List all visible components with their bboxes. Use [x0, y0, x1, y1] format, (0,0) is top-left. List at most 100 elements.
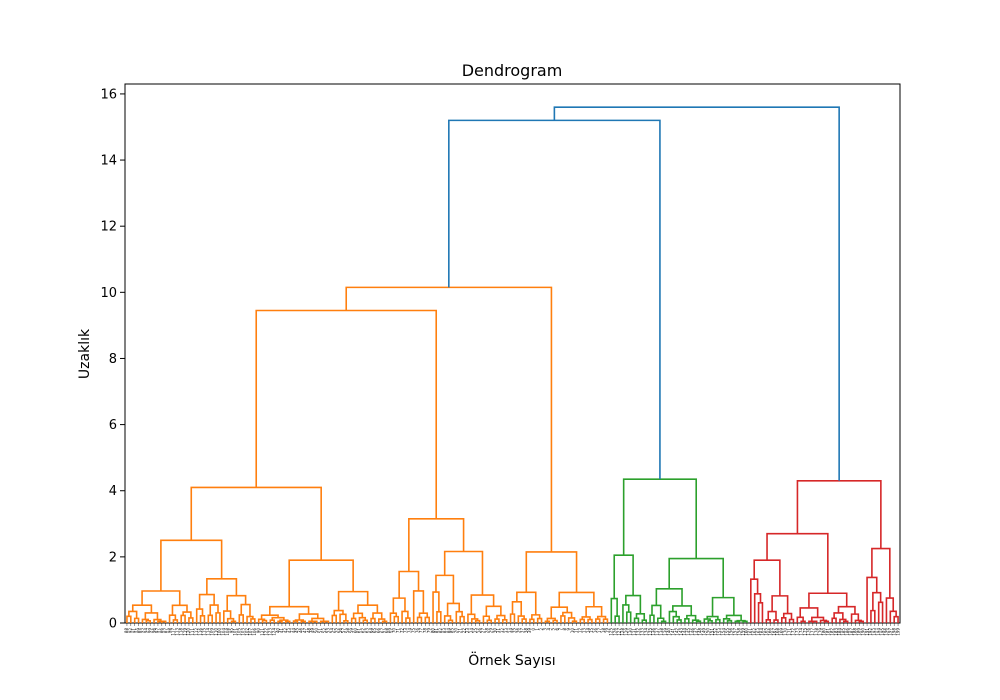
dendrogram-link	[398, 570, 420, 599]
dendrogram-link	[843, 620, 849, 623]
leaf-label: 18	[601, 628, 606, 634]
dendrogram-link	[536, 617, 543, 623]
leaf-label: 110	[213, 628, 218, 636]
leaf-label: 181	[826, 628, 831, 636]
dendrogram-link	[517, 615, 525, 623]
leaf-label: 129	[624, 628, 629, 636]
leaf-label: 57	[341, 628, 346, 634]
leaf-label: 27	[481, 628, 486, 634]
leaf-label: 7	[558, 628, 563, 631]
leaf-label: 51	[318, 628, 323, 634]
chart-title: Dendrogram	[462, 61, 563, 80]
dendrogram-link	[502, 619, 508, 623]
leaf-label: 133	[640, 628, 645, 636]
dendrogram-link	[288, 559, 354, 607]
leaf-label: 198	[891, 628, 896, 636]
leaf-label: 172	[791, 628, 796, 636]
leaf-label: 153	[717, 628, 722, 636]
dendrogram-link	[529, 618, 535, 623]
leaf-label: 128	[620, 628, 625, 636]
dendrogram-link	[525, 551, 578, 593]
leaf-label: 164	[760, 628, 765, 636]
leaf-label: 149	[702, 628, 707, 636]
leaf-label: 139	[663, 628, 668, 636]
leaf-label: 43	[287, 628, 292, 634]
leaf-label: 136	[651, 628, 656, 636]
leaf-label: 159	[740, 628, 745, 636]
leaf-label: 177	[810, 628, 815, 636]
leaf-label: 144	[682, 628, 687, 636]
leaf-label: 8	[562, 628, 567, 631]
dendrogram-link	[206, 578, 238, 596]
leaf-label: 92	[128, 628, 133, 634]
dendrogram-link	[362, 619, 368, 623]
leaf-label: 44	[291, 628, 296, 634]
dendrogram-link	[250, 618, 256, 623]
dendrogram-link	[188, 617, 194, 623]
dendrogram-link	[298, 613, 319, 620]
dendrogram-link	[757, 602, 764, 623]
leaf-label: 154	[721, 628, 726, 636]
leaf-label: 33	[504, 628, 509, 634]
leaf-label: 105	[237, 628, 242, 636]
leaf-label: 167	[771, 628, 776, 636]
dendrogram-link	[796, 480, 882, 549]
dendrogram-link	[587, 618, 593, 623]
y-tick-label: 2	[109, 550, 117, 565]
leaf-label: 184	[837, 628, 842, 636]
dendrogram-link	[655, 587, 683, 606]
dendrogram-link	[626, 611, 632, 623]
dendrogram-link	[889, 610, 897, 623]
leaf-label: 85	[450, 628, 455, 634]
leaf-label: 59	[349, 628, 354, 634]
y-axis-title: Uzaklık	[77, 328, 93, 379]
leaf-label: 58	[345, 628, 350, 634]
leaf-label: 155	[725, 628, 730, 636]
leaf-label: 77	[419, 628, 424, 634]
dendrogram-link	[470, 594, 495, 615]
leaf-label: 121	[260, 628, 265, 636]
leaf-label: 182	[829, 628, 834, 636]
leaf-label: 127	[616, 628, 621, 636]
leaf-label: 16	[593, 628, 598, 634]
dendrogram-link	[808, 592, 848, 608]
leaf-label: 68	[384, 628, 389, 634]
dendrogram-link	[331, 614, 337, 623]
leaf-label: 163	[756, 628, 761, 636]
dendrogram-link	[350, 617, 357, 623]
leaf-label: 106	[252, 628, 257, 636]
plot-frame	[124, 83, 901, 624]
dendrogram-link	[168, 614, 177, 623]
leaf-label: 188	[853, 628, 858, 636]
leaf-label: 54	[330, 628, 335, 634]
dendrogram-link	[198, 593, 215, 610]
dendrogram-link	[649, 614, 655, 623]
leaf-label: 131	[632, 628, 637, 636]
leaf-label: 122	[264, 628, 269, 636]
dendrogram-link	[378, 618, 386, 623]
dendrogram-link	[812, 620, 818, 623]
dendrogram-link	[405, 617, 411, 623]
dendrogram-link	[157, 620, 164, 623]
dendrogram-link	[767, 610, 777, 621]
dendrogram-link	[672, 605, 693, 616]
leaf-label: 32	[500, 628, 505, 634]
dendrogram-link	[858, 620, 864, 623]
leaf-label: 79	[426, 628, 431, 634]
leaf-label: 157	[733, 628, 738, 636]
leaf-label: 120	[186, 628, 191, 636]
y-tick-label: 8	[109, 352, 117, 367]
y-tick-label: 10	[100, 286, 117, 301]
leaf-label: 152	[713, 628, 718, 636]
leaf-label: 17	[597, 628, 602, 634]
dendrogram-link	[558, 591, 595, 608]
leaf-label: 89	[136, 628, 141, 634]
dendrogram-link	[312, 620, 318, 623]
leaf-label: 93	[140, 628, 145, 634]
dendrogram-link	[509, 613, 516, 623]
dendrogram-link	[695, 620, 702, 623]
dendrogram-link	[819, 619, 828, 623]
leaf-label: 186	[845, 628, 850, 636]
leaf-label: 123	[268, 628, 273, 636]
